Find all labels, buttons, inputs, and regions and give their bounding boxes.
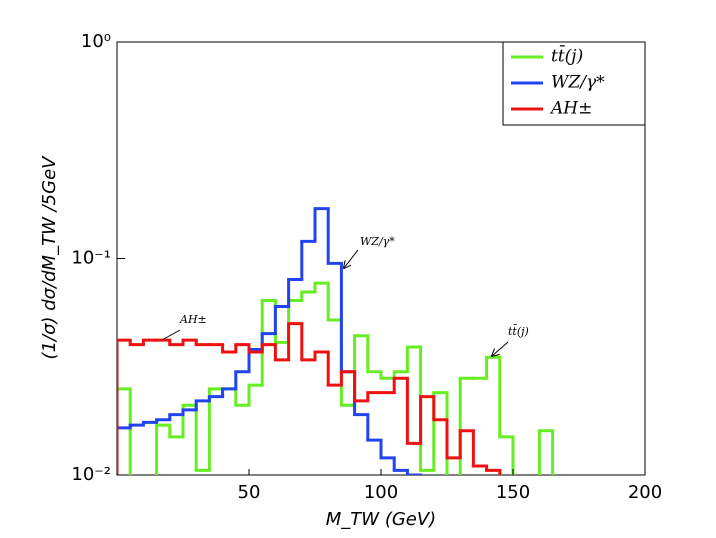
legend-label: WZ/γ*	[551, 73, 605, 93]
y-tick-label: 10⁰	[81, 31, 111, 52]
y-tick-label: 10⁻²	[71, 464, 111, 485]
annotation-arrow	[161, 329, 181, 341]
x-axis-label: M_TW (GeV)	[326, 509, 436, 530]
annotation-arrow	[344, 249, 359, 268]
x-tick-label: 150	[496, 482, 530, 503]
legend-label: AH±	[549, 99, 592, 119]
annotation: tt̄(j)	[508, 325, 529, 338]
legend: tt̄(j) WZ/γ* AH±	[502, 41, 646, 126]
x-tick-label: 200	[628, 482, 662, 503]
y-tick-label: 10⁻¹	[71, 248, 111, 269]
y-axis-label: (1/σ) dσ/dM_TW /5GeV	[39, 155, 60, 360]
x-tick-label: 50	[238, 482, 261, 503]
annotation-arrow	[492, 341, 509, 356]
legend-label: tt̄(j)	[551, 44, 583, 67]
x-tick-label: 100	[364, 482, 398, 503]
annotation: WZ/γ*	[360, 235, 395, 248]
annotation: AH±	[179, 313, 207, 326]
